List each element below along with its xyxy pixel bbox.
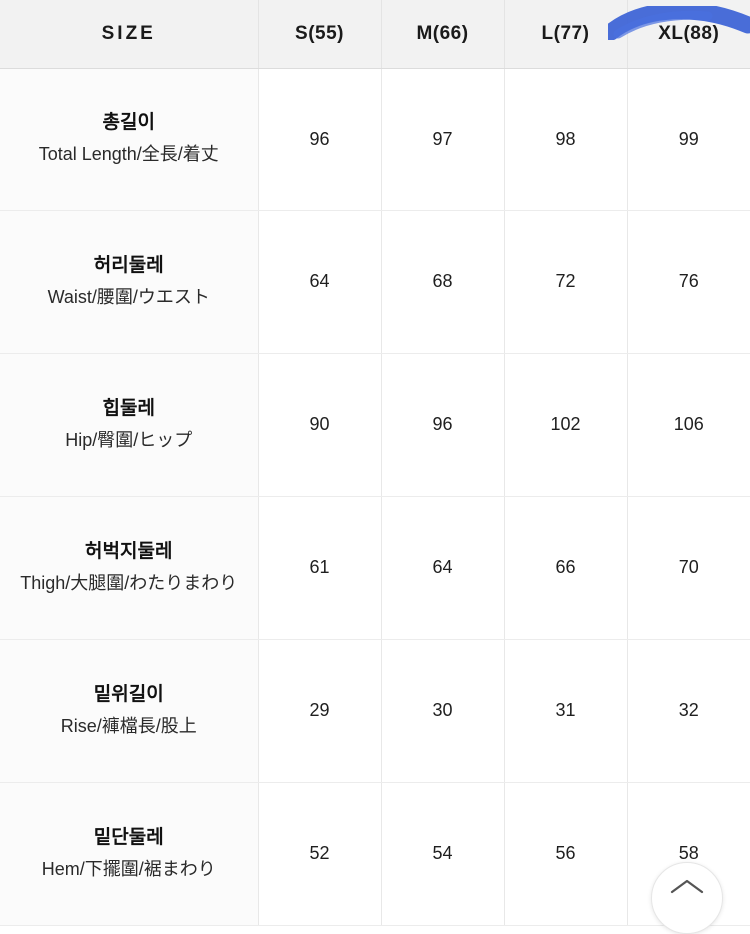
cell-value: 32 [627,639,750,783]
cell-value: 98 [504,68,628,211]
cell-value: 97 [381,68,505,211]
row-label-translations: Total Length/全長/着丈 [38,144,219,165]
table-row: 허리둘레 Waist/腰圍/ウエスト 64 68 72 76 [0,210,750,354]
cell-value: 96 [258,68,382,211]
table-header-row: SIZE S(55) M(66) L(77) XL(88) [0,0,750,69]
row-label-thigh: 허벅지둘레 Thigh/大腿圍/わたりまわり [0,496,259,640]
column-header-s: S(55) [258,0,382,69]
cell-value: 31 [504,639,628,783]
table-row: 밑위길이 Rise/褲檔長/股上 29 30 31 32 [0,639,750,783]
cell-value: 61 [258,496,382,640]
row-label-korean: 밑단둘레 [93,826,164,848]
row-label-hip: 힙둘레 Hip/臀圍/ヒップ [0,353,259,497]
cell-value: 99 [627,68,750,211]
row-label-total-length: 총길이 Total Length/全長/着丈 [0,68,259,211]
row-label-korean: 허벅지둘레 [85,540,173,562]
row-label-korean: 허리둘레 [93,254,164,276]
cell-value: 106 [627,353,750,497]
table-row: 밑단둘레 Hem/下擺圍/裾まわり 52 54 56 58 [0,782,750,926]
row-label-translations: Thigh/大腿圍/わたりまわり [20,572,238,593]
row-label-rise: 밑위길이 Rise/褲檔長/股上 [0,639,259,783]
cell-value: 66 [504,496,628,640]
row-label-korean: 힙둘레 [102,397,155,419]
row-label-translations: Rise/褲檔長/股上 [60,715,197,736]
cell-value: 68 [381,210,505,354]
cell-value: 102 [504,353,628,497]
table-row: 허벅지둘레 Thigh/大腿圍/わたりまわり 61 64 66 70 [0,496,750,640]
cell-value: 64 [258,210,382,354]
row-label-hem: 밑단둘레 Hem/下擺圍/裾まわり [0,782,259,926]
cell-value: 54 [381,782,505,926]
row-label-translations: Hem/下擺圍/裾まわり [41,858,216,879]
table-row: 힙둘레 Hip/臀圍/ヒップ 90 96 102 106 [0,353,750,497]
row-label-korean: 밑위길이 [93,683,164,705]
column-header-l: L(77) [504,0,628,69]
cell-value: 52 [258,782,382,926]
cell-value: 30 [381,639,505,783]
cell-value: 76 [627,210,750,354]
cell-value: 96 [381,353,505,497]
cell-value: 90 [258,353,382,497]
column-header-size: SIZE [0,0,259,69]
row-label-waist: 허리둘레 Waist/腰圍/ウエスト [0,210,259,354]
cell-value: 64 [381,496,505,640]
chevron-up-icon [670,877,704,897]
row-label-translations: Waist/腰圍/ウエスト [47,286,210,307]
row-label-translations: Hip/臀圍/ヒップ [65,429,193,450]
column-header-xl: XL(88) [627,0,750,69]
cell-value: 29 [258,639,382,783]
column-header-m: M(66) [381,0,505,69]
row-label-korean: 총길이 [102,112,155,134]
cell-value: 56 [504,782,628,926]
table-row: 총길이 Total Length/全長/着丈 96 97 98 99 [0,68,750,211]
cell-value: 72 [504,210,628,354]
scroll-to-top-button[interactable] [651,862,723,934]
cell-value: 70 [627,496,750,640]
